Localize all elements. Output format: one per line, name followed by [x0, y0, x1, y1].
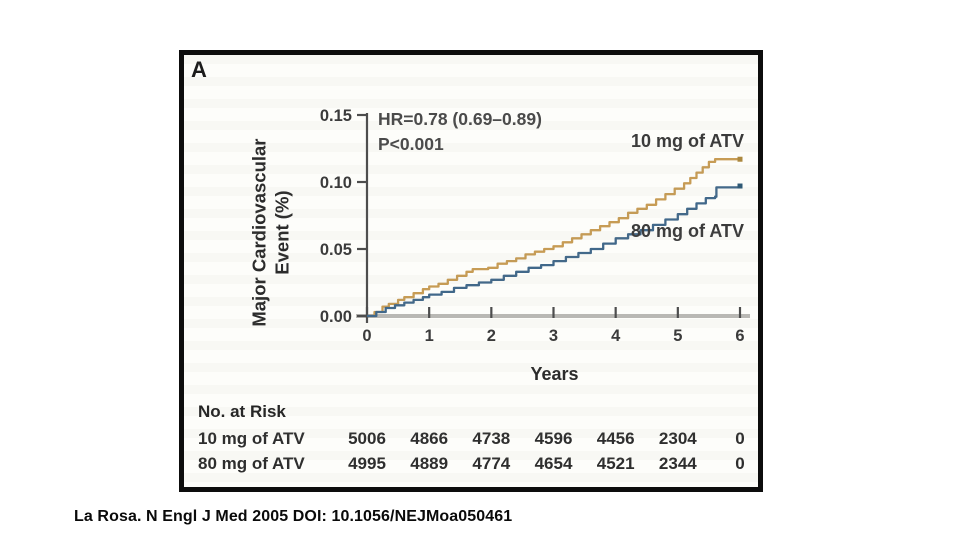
x-tick-label: 3: [549, 327, 558, 345]
risk-value: 5006: [348, 429, 386, 448]
hazard-ratio-annotation: HR=0.78 (0.69–0.89) P<0.001: [378, 107, 542, 156]
x-tick-label: 5: [673, 327, 682, 345]
series-line-1: [367, 186, 742, 318]
risk-value: 0: [735, 429, 745, 448]
hazard-ratio-text: HR=0.78 (0.69–0.89): [378, 109, 542, 129]
risk-value: 4774: [472, 454, 511, 473]
plot-svg: 0 1 2 3 4 5 6 0.00 0.05 0.10 0.15 Years: [320, 107, 750, 384]
x-tick-label: 1: [425, 327, 434, 345]
p-value-text: P<0.001: [378, 133, 444, 154]
series-line-0: [367, 158, 740, 318]
y-tick-label: 0.10: [320, 174, 352, 192]
curve-label-10mg: 10 mg of ATV: [631, 131, 745, 151]
y-tick-label: 0.00: [320, 308, 352, 326]
risk-value: 4866: [410, 429, 449, 448]
risk-value: 4596: [534, 429, 573, 448]
risk-value: 4654: [534, 454, 573, 473]
risk-row-1: 80 mg of ATV 4995 4889 4774 4654 4521 2344 0: [184, 454, 758, 476]
risk-value: 4521: [596, 454, 635, 473]
x-tick-label: 0: [362, 327, 371, 345]
x-axis-title: Years: [530, 364, 578, 384]
risk-value: 2344: [658, 454, 697, 473]
x-tick-label: 4: [611, 327, 621, 345]
risk-table-title: No. at Risk: [198, 402, 286, 421]
series-end-marker-1: [737, 183, 743, 189]
citation-text: La Rosa. N Engl J Med 2005 DOI: 10.1056/…: [74, 508, 513, 525]
risk-value: 4889: [410, 454, 449, 473]
risk-row-0: 10 mg of ATV 5006 4866 4738 4596 4456 2304 0: [184, 429, 758, 451]
y-tick-label: 0.05: [320, 241, 352, 259]
x-tick-label: 6: [735, 327, 744, 345]
risk-value: 2304: [658, 429, 697, 448]
curve-label-80mg: 80 mg of ATV: [631, 221, 745, 241]
risk-value: 4738: [472, 429, 511, 448]
series-end-marker-0: [737, 156, 743, 162]
risk-row-label: 10 mg of ATV: [198, 429, 305, 448]
panel-label: A: [191, 57, 207, 82]
x-tick-label: 2: [487, 327, 496, 345]
risk-row-label: 80 mg of ATV: [198, 454, 305, 473]
risk-value: 4995: [348, 454, 386, 473]
risk-value: 0: [735, 454, 745, 473]
y-tick-label: 0.15: [320, 107, 352, 125]
risk-value: 4456: [596, 429, 635, 448]
